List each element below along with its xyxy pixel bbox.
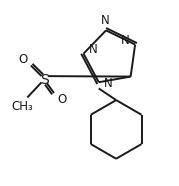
Text: O: O [18, 53, 28, 66]
Text: O: O [57, 93, 67, 106]
Text: N: N [121, 34, 130, 47]
Text: N: N [89, 43, 98, 56]
Text: S: S [40, 73, 49, 87]
Text: N: N [101, 14, 110, 27]
Text: CH₃: CH₃ [11, 100, 33, 113]
Text: N: N [104, 78, 113, 91]
